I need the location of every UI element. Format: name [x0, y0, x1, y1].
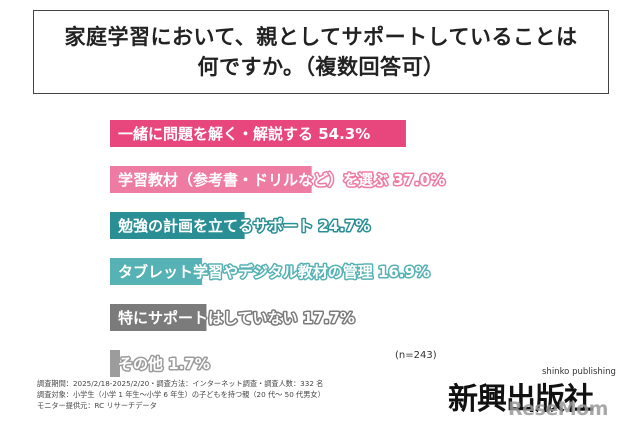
bar-label-2: 勉強の計画を立てるサポート 24.7%	[117, 217, 370, 235]
bar-label-0: 一緒に問題を解く・解説する 54.3%	[118, 125, 370, 143]
bar-1	[110, 166, 312, 193]
chart-title-box: 家庭学習において、親としてサポートしていることは 何ですか。（複数回答可）	[33, 10, 609, 94]
bar-5	[110, 350, 120, 377]
publisher-logo: shinko publishing 新興出版社 ReseMom	[446, 366, 626, 422]
survey-footnotes: 調査期間：2025/2/18-2025/2/20・調査方法：インターネット調査・…	[37, 378, 417, 411]
bar-label-1: 学習教材（参考書・ドリルなど）を選ぶ 37.0%	[118, 171, 445, 189]
logo-name: 新興出版社	[448, 382, 594, 417]
bar-4	[110, 304, 207, 331]
bar-label-4: 特にサポートはしていない 17.7%	[118, 309, 355, 327]
bar-label-3: タブレット学習やデジタル教材の管理 16.9%	[118, 263, 430, 281]
logo-subtitle: shinko publishing	[542, 367, 616, 377]
bar-0	[110, 120, 406, 147]
footnote-target: 調査対象：小学生（小学 1 年生〜小学 6 年生）の子どもを持つ親（20 代〜 …	[37, 390, 325, 399]
bar-3	[110, 258, 203, 285]
footnote-source: モニター提供元：RC リサーチデータ	[37, 401, 157, 410]
sample-size-label: (n=243)	[395, 350, 437, 361]
bar-label-5: その他 1.7%	[118, 355, 210, 373]
chart-title-line-1: 家庭学習において、親としてサポートしていることは	[64, 25, 578, 49]
chart-title-line-2: 何ですか。（複数回答可）	[197, 55, 445, 79]
footnote-period: 調査期間：2025/2/18-2025/2/20・調査方法：インターネット調査・…	[37, 379, 324, 388]
watermark-logo: ReseMom	[508, 398, 608, 420]
bar-2	[110, 212, 245, 239]
